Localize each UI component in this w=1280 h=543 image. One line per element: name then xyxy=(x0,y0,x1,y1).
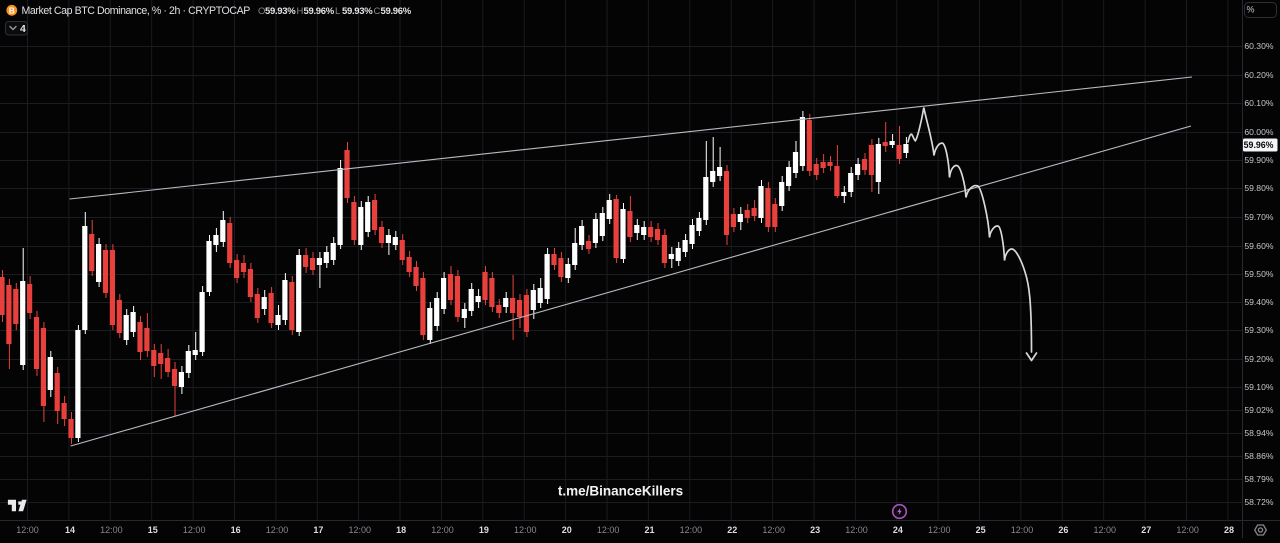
svg-text:59.96%: 59.96% xyxy=(304,6,335,17)
svg-text:12:00: 12:00 xyxy=(431,525,454,535)
svg-text:58.94%: 58.94% xyxy=(1244,428,1274,438)
svg-text:58.79%: 58.79% xyxy=(1244,474,1274,484)
svg-text:12:00: 12:00 xyxy=(514,525,537,535)
svg-text:59.90%: 59.90% xyxy=(1244,155,1274,165)
svg-text:18: 18 xyxy=(396,525,406,535)
svg-text:%: % xyxy=(1247,5,1255,15)
svg-text:59.93%: 59.93% xyxy=(265,6,296,17)
svg-text:58.86%: 58.86% xyxy=(1244,451,1274,461)
svg-text:12:00: 12:00 xyxy=(928,525,951,535)
svg-text:59.02%: 59.02% xyxy=(1244,405,1274,415)
svg-text:12:00: 12:00 xyxy=(597,525,620,535)
svg-text:59.70%: 59.70% xyxy=(1244,212,1274,222)
svg-text:58.72%: 58.72% xyxy=(1244,497,1274,507)
svg-text:12:00: 12:00 xyxy=(1176,525,1199,535)
svg-text:60.30%: 60.30% xyxy=(1244,41,1274,51)
svg-text:22: 22 xyxy=(727,525,737,535)
svg-text:19: 19 xyxy=(479,525,489,535)
svg-text:14: 14 xyxy=(65,525,75,535)
svg-text:28: 28 xyxy=(1224,525,1234,535)
svg-text:59.30%: 59.30% xyxy=(1244,325,1274,335)
svg-text:60.10%: 60.10% xyxy=(1244,98,1274,108)
svg-text:60.20%: 60.20% xyxy=(1244,70,1274,80)
svg-text:25: 25 xyxy=(976,525,986,535)
svg-text:12:00: 12:00 xyxy=(183,525,206,535)
svg-text:12:00: 12:00 xyxy=(845,525,868,535)
svg-text:59.93%: 59.93% xyxy=(342,6,373,17)
svg-text:O: O xyxy=(258,6,265,17)
svg-text:21: 21 xyxy=(644,525,654,535)
svg-text:L: L xyxy=(335,6,340,17)
svg-text:24: 24 xyxy=(893,525,903,535)
svg-text:59.20%: 59.20% xyxy=(1244,354,1274,364)
svg-text:C: C xyxy=(374,6,381,17)
svg-text:26: 26 xyxy=(1058,525,1068,535)
svg-text:59.60%: 59.60% xyxy=(1244,241,1274,251)
svg-text:23: 23 xyxy=(810,525,820,535)
svg-text:59.96%: 59.96% xyxy=(381,6,412,17)
svg-text:12:00: 12:00 xyxy=(1011,525,1034,535)
svg-text:59.40%: 59.40% xyxy=(1244,297,1274,307)
svg-text:12:00: 12:00 xyxy=(100,525,123,535)
svg-text:H: H xyxy=(297,6,304,17)
svg-text:B: B xyxy=(9,5,15,15)
svg-text:27: 27 xyxy=(1141,525,1151,535)
svg-text:17: 17 xyxy=(313,525,323,535)
svg-text:59.10%: 59.10% xyxy=(1244,382,1274,392)
svg-text:t.me/BinanceKillers: t.me/BinanceKillers xyxy=(558,484,683,499)
svg-text:20: 20 xyxy=(562,525,572,535)
svg-text:12:00: 12:00 xyxy=(762,525,785,535)
svg-text:Market Cap BTC Dominance, % ·: Market Cap BTC Dominance, % · 2h · CRYPT… xyxy=(22,5,251,17)
svg-text:12:00: 12:00 xyxy=(1094,525,1117,535)
svg-text:12:00: 12:00 xyxy=(16,525,39,535)
svg-text:15: 15 xyxy=(148,525,158,535)
svg-text:59.50%: 59.50% xyxy=(1244,269,1274,279)
svg-text:12:00: 12:00 xyxy=(680,525,703,535)
svg-text:59.80%: 59.80% xyxy=(1244,183,1274,193)
svg-text:4: 4 xyxy=(20,23,26,35)
svg-text:12:00: 12:00 xyxy=(266,525,289,535)
svg-text:12:00: 12:00 xyxy=(349,525,372,535)
svg-text:59.96%: 59.96% xyxy=(1244,140,1274,150)
svg-text:60.00%: 60.00% xyxy=(1244,127,1274,137)
svg-text:16: 16 xyxy=(231,525,241,535)
